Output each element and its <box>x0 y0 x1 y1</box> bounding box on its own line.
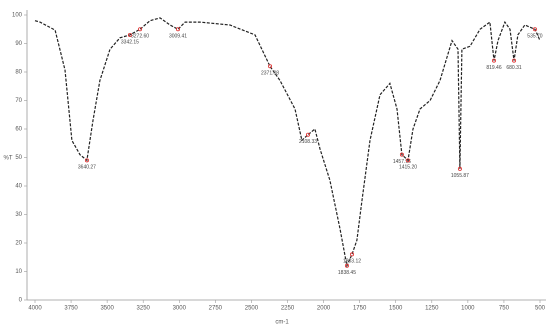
peak-label: 1055.87 <box>451 173 469 179</box>
y-tick-label: 90 <box>15 41 22 47</box>
spectrum-line <box>34 17 541 268</box>
x-tick-label: 1500 <box>389 306 403 312</box>
x-tick-label: 3250 <box>137 306 151 312</box>
y-tick-label: 60 <box>15 127 22 133</box>
peak-label: 2108.33 <box>299 139 317 145</box>
peak-marker <box>532 27 537 32</box>
peak-marker <box>175 27 180 32</box>
peak-label: 1415.20 <box>399 165 417 171</box>
y-tick-label: 40 <box>15 184 22 190</box>
y-tick-label: 100 <box>12 13 23 19</box>
x-tick-label: 2750 <box>209 306 223 312</box>
x-tick-label: 3000 <box>173 306 187 312</box>
x-tick-label: 2000 <box>317 306 331 312</box>
y-tick-label: 0 <box>19 298 23 304</box>
peak-marker <box>305 132 310 137</box>
peak-marker <box>344 263 349 268</box>
y-tick-label: 30 <box>15 212 22 218</box>
x-tick-label: 3750 <box>64 306 78 312</box>
peak-label: 819.46 <box>486 65 502 71</box>
peak-label: 1803.12 <box>343 259 361 265</box>
peak-label: 535.70 <box>527 34 543 40</box>
peak-label: 1838.45 <box>338 270 356 276</box>
y-tick-label: 70 <box>15 98 22 104</box>
peak-marker <box>399 152 404 157</box>
y-tick-label: 50 <box>15 155 22 161</box>
y-tick-label: 10 <box>15 269 22 275</box>
peak-marker <box>491 58 496 63</box>
x-tick-label: 2500 <box>245 306 259 312</box>
peak-label: 3342.15 <box>121 39 139 45</box>
x-tick-label: 4000 <box>28 306 42 312</box>
peak-label: 3272.60 <box>131 34 149 40</box>
peak-marker <box>127 32 132 37</box>
x-tick-label: 3500 <box>100 306 114 312</box>
peak-marker <box>457 166 462 171</box>
peak-marker <box>405 158 410 163</box>
peak-label: 1457.96 <box>393 159 411 165</box>
x-axis-label: cm-1 <box>275 320 289 326</box>
peak-marker <box>512 58 517 63</box>
x-tick-label: 500 <box>535 306 546 312</box>
peak-marker <box>268 64 273 69</box>
y-tick-label: 20 <box>15 241 22 247</box>
peak-marker <box>349 252 354 257</box>
x-tick-label: 1750 <box>353 306 367 312</box>
peak-label: 2371.08 <box>261 71 279 77</box>
peak-marker <box>84 158 89 163</box>
peak-label: 680.31 <box>506 65 522 71</box>
y-axis-label: %T <box>4 156 13 162</box>
x-tick-label: 2250 <box>281 306 295 312</box>
x-tick-label: 1000 <box>461 306 475 312</box>
y-tick-label: 80 <box>15 70 22 76</box>
x-tick-label: 750 <box>499 306 510 312</box>
peak-label: 3009.41 <box>169 34 187 40</box>
peak-marker <box>138 27 143 32</box>
peak-label: 3640.27 <box>78 165 96 171</box>
x-tick-label: 1250 <box>425 306 439 312</box>
